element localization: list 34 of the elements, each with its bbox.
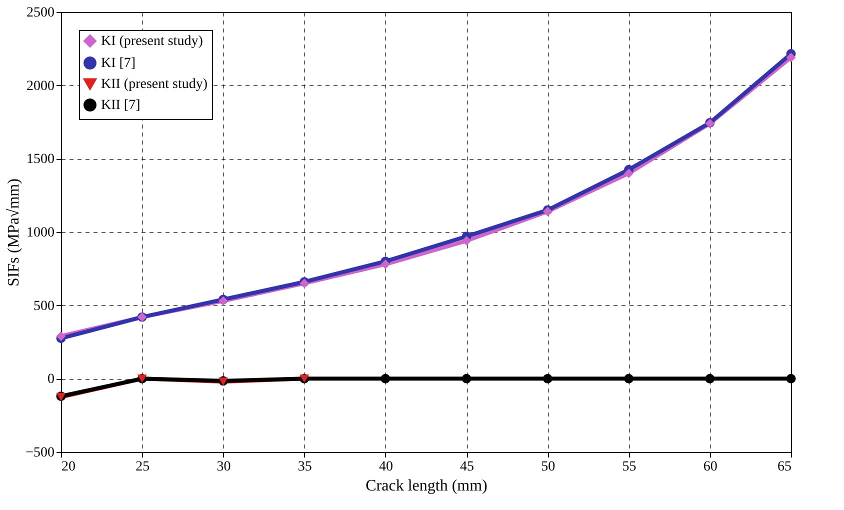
point — [786, 374, 796, 384]
x-tick-label: 55 — [622, 460, 636, 474]
point — [462, 374, 472, 384]
x-tick-label: 45 — [460, 460, 474, 474]
point — [56, 331, 66, 341]
point — [380, 374, 390, 384]
y-tick-label: 1500 — [26, 152, 54, 168]
x-axis-title: Crack length (mm) — [366, 478, 488, 494]
y-tick-label: 2000 — [26, 78, 54, 94]
point — [542, 374, 552, 384]
point — [624, 168, 634, 178]
x-tick-label: 50 — [541, 460, 556, 474]
x-tick-label: 20 — [62, 460, 76, 474]
point — [705, 374, 715, 384]
point — [624, 374, 634, 384]
x-tick-label: 65 — [778, 460, 792, 474]
point — [786, 52, 796, 62]
y-tick-label: 1000 — [26, 226, 54, 240]
x-tick-label: 40 — [378, 460, 393, 474]
legend-label: KII (present study) — [101, 77, 208, 92]
x-tick-label: 35 — [298, 460, 312, 474]
y-tick-label: 2500 — [26, 6, 54, 20]
y-tick-label: −500 — [26, 446, 54, 460]
legend-label: KI (present study) — [101, 34, 204, 49]
x-tick-label: 30 — [216, 460, 231, 474]
point — [380, 260, 390, 270]
y-axis-title: SIFs (MPa√mm) — [6, 178, 23, 286]
x-tick-label: 25 — [136, 460, 150, 474]
legend-label: KII [7] — [101, 98, 140, 113]
y-tick-label: 0 — [48, 372, 54, 388]
y-tick-label: 500 — [34, 298, 54, 314]
point — [462, 236, 472, 246]
x-tick-label: 60 — [703, 460, 718, 474]
legend-label: KI [7] — [101, 56, 136, 71]
